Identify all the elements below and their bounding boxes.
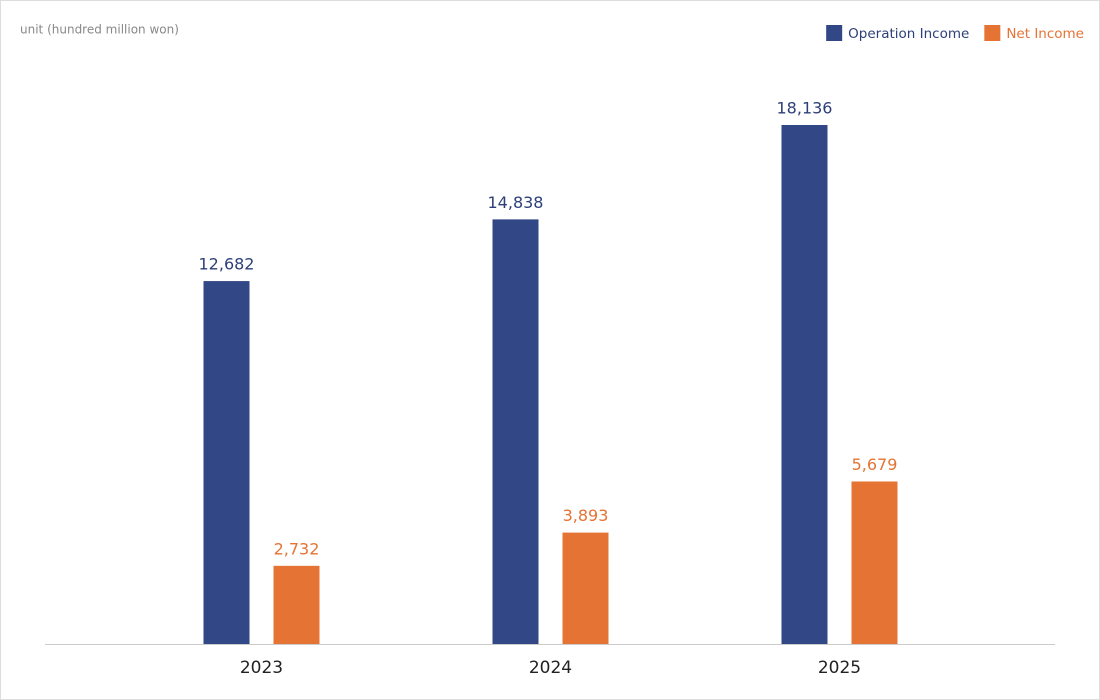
legend-label: Operation Income [848,26,969,42]
value-label: 18,136 [777,99,833,118]
bar [781,125,828,644]
bar [562,532,609,644]
x-tick-label: 2023 [240,658,283,678]
value-label: 5,679 [852,455,898,474]
bar [203,281,250,644]
value-label: 3,893 [563,506,609,525]
legend-swatch [984,25,1001,41]
bar [273,565,320,644]
legend-swatch [826,25,843,41]
value-label: 2,732 [274,539,320,558]
value-label: 12,682 [199,255,255,274]
legend-label: Net Income [1006,26,1084,42]
x-tick-label: 2024 [529,658,572,678]
unit-label: unit (hundred million won) [20,23,179,37]
value-label: 14,838 [488,193,544,212]
x-tick-label: 2025 [818,658,861,678]
bar [492,219,539,644]
bar [851,481,898,644]
